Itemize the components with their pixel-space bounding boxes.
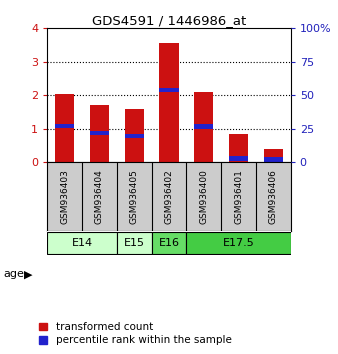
Bar: [264, 149, 283, 162]
Text: GSM936406: GSM936406: [269, 169, 278, 224]
Bar: [55, 94, 74, 162]
Bar: [90, 131, 109, 135]
Text: GSM936402: GSM936402: [165, 169, 173, 224]
Text: E14: E14: [72, 238, 93, 248]
Text: age: age: [3, 269, 24, 279]
Bar: [194, 124, 213, 129]
Text: GSM936400: GSM936400: [199, 169, 208, 224]
Text: E17.5: E17.5: [223, 238, 255, 248]
Text: GSM936404: GSM936404: [95, 169, 104, 224]
Bar: [160, 88, 178, 92]
Bar: [229, 156, 248, 161]
Text: E16: E16: [159, 238, 179, 248]
Bar: [90, 105, 109, 162]
Legend: transformed count, percentile rank within the sample: transformed count, percentile rank withi…: [39, 322, 232, 345]
Bar: [229, 134, 248, 162]
Title: GDS4591 / 1446986_at: GDS4591 / 1446986_at: [92, 14, 246, 27]
Text: E15: E15: [124, 238, 145, 248]
Text: GSM936403: GSM936403: [60, 169, 69, 224]
Bar: [117, 232, 152, 254]
Text: GSM936401: GSM936401: [234, 169, 243, 224]
Bar: [125, 109, 144, 162]
Bar: [152, 232, 186, 254]
Bar: [186, 232, 291, 254]
Text: ▶: ▶: [24, 269, 33, 279]
Bar: [194, 92, 213, 162]
Bar: [125, 134, 144, 138]
Bar: [264, 158, 283, 162]
Text: GSM936405: GSM936405: [130, 169, 139, 224]
Bar: [47, 232, 117, 254]
Bar: [160, 44, 178, 162]
Bar: [55, 124, 74, 128]
